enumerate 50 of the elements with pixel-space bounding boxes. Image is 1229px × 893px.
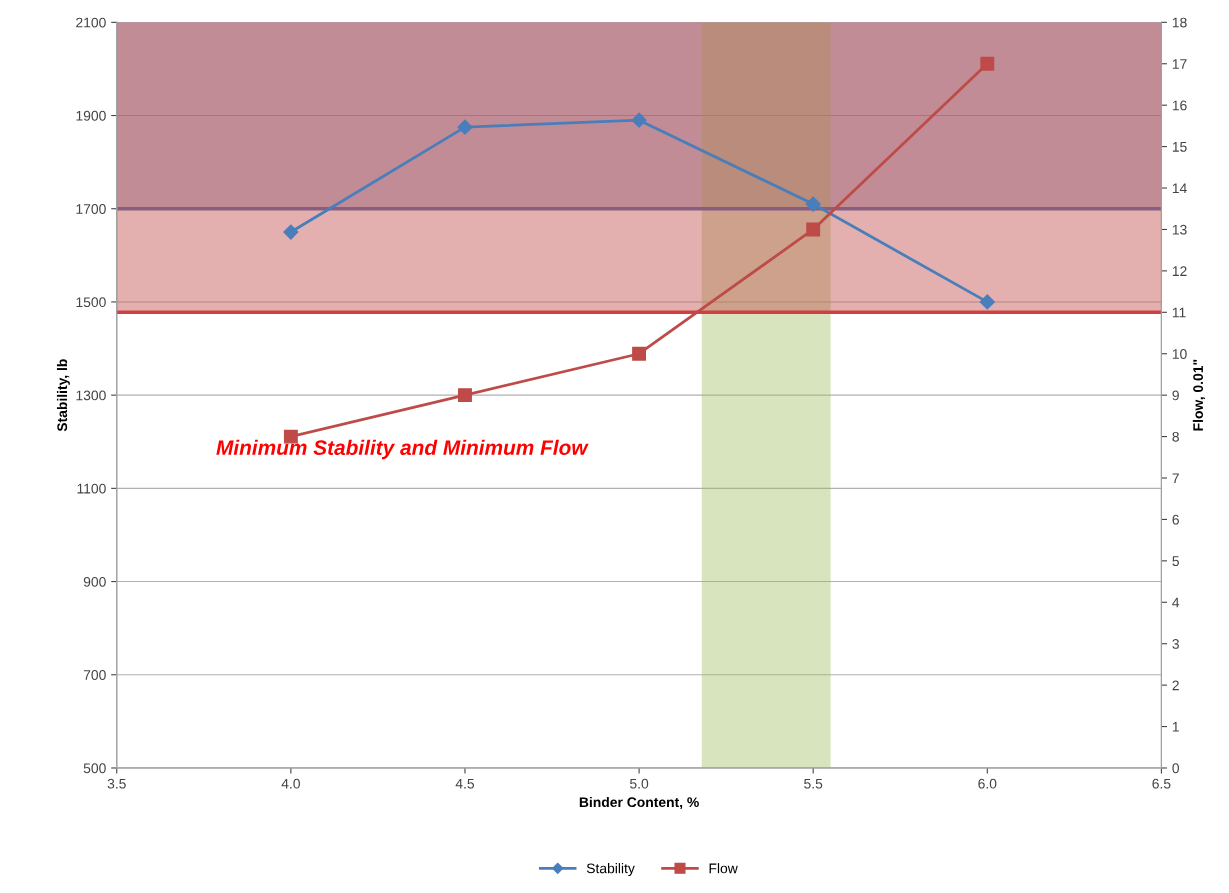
y2-tick-label: 17 <box>1172 59 1187 69</box>
point <box>631 112 647 128</box>
y2-tick-label: 4 <box>1172 597 1180 608</box>
y2-tick-label: 0 <box>1172 763 1179 774</box>
y2-tick-label: 15 <box>1172 142 1187 152</box>
y2-tick-label: 14 <box>1172 183 1187 194</box>
y2-tick-label: 10 <box>1172 349 1187 359</box>
y2-tick-label: 11 <box>1172 307 1186 318</box>
y2-tick-label: 8 <box>1172 431 1179 442</box>
point <box>458 388 472 403</box>
y2-tick-label: 3 <box>1172 639 1179 649</box>
x-tick-label: 5.0 <box>629 778 649 789</box>
y-tick-label: 500 <box>83 763 106 774</box>
x-tick-label: 4.0 <box>281 778 300 789</box>
y2-tick-label: 6 <box>1172 514 1179 525</box>
point <box>980 56 995 71</box>
x-tick-label: 3.5 <box>107 778 126 789</box>
point <box>806 222 821 237</box>
y2-tick-label: 5 <box>1172 556 1179 567</box>
y-axis-title: Stability, lb <box>56 359 70 432</box>
y2-tick-label: 12 <box>1172 266 1187 276</box>
x-tick-label: 6.0 <box>978 778 997 789</box>
y-tick-label: 1700 <box>76 204 106 214</box>
y-tick-label: 700 <box>83 670 106 680</box>
y2-axis-title: Flow, 0.01" <box>1192 359 1206 431</box>
y2-tick-label: 16 <box>1172 100 1187 111</box>
y2-tick-label: 9 <box>1172 390 1179 401</box>
x-axis-title: Binder Content, % <box>579 796 699 810</box>
legend-label: Flow <box>709 863 738 874</box>
point <box>457 119 473 135</box>
y2-tick-label: 13 <box>1172 224 1187 235</box>
x-tick-label: 4.5 <box>455 778 475 789</box>
y-tick-label: 2100 <box>76 17 106 28</box>
y-tick-label: 1300 <box>76 390 106 401</box>
point <box>805 196 821 212</box>
y2-tick-label: 18 <box>1172 17 1187 28</box>
y-tick-label: 1500 <box>76 297 106 308</box>
annotation: Minimum Stability and Minimum Flow <box>216 439 589 460</box>
y2-tick-label: 2 <box>1172 680 1179 691</box>
point <box>283 224 299 240</box>
y-tick-label: 900 <box>83 576 106 587</box>
x-tick-label: 6.5 <box>1152 778 1171 789</box>
y-tick-label: 1100 <box>77 483 106 494</box>
point <box>632 346 647 361</box>
y2-tick-label: 1 <box>1172 722 1179 732</box>
x-tick-label: 5.5 <box>804 778 823 789</box>
y2-tick-label: 7 <box>1172 473 1179 484</box>
point <box>979 294 995 310</box>
y-tick-label: 1900 <box>76 110 106 121</box>
legend-label: Stability <box>586 863 635 877</box>
